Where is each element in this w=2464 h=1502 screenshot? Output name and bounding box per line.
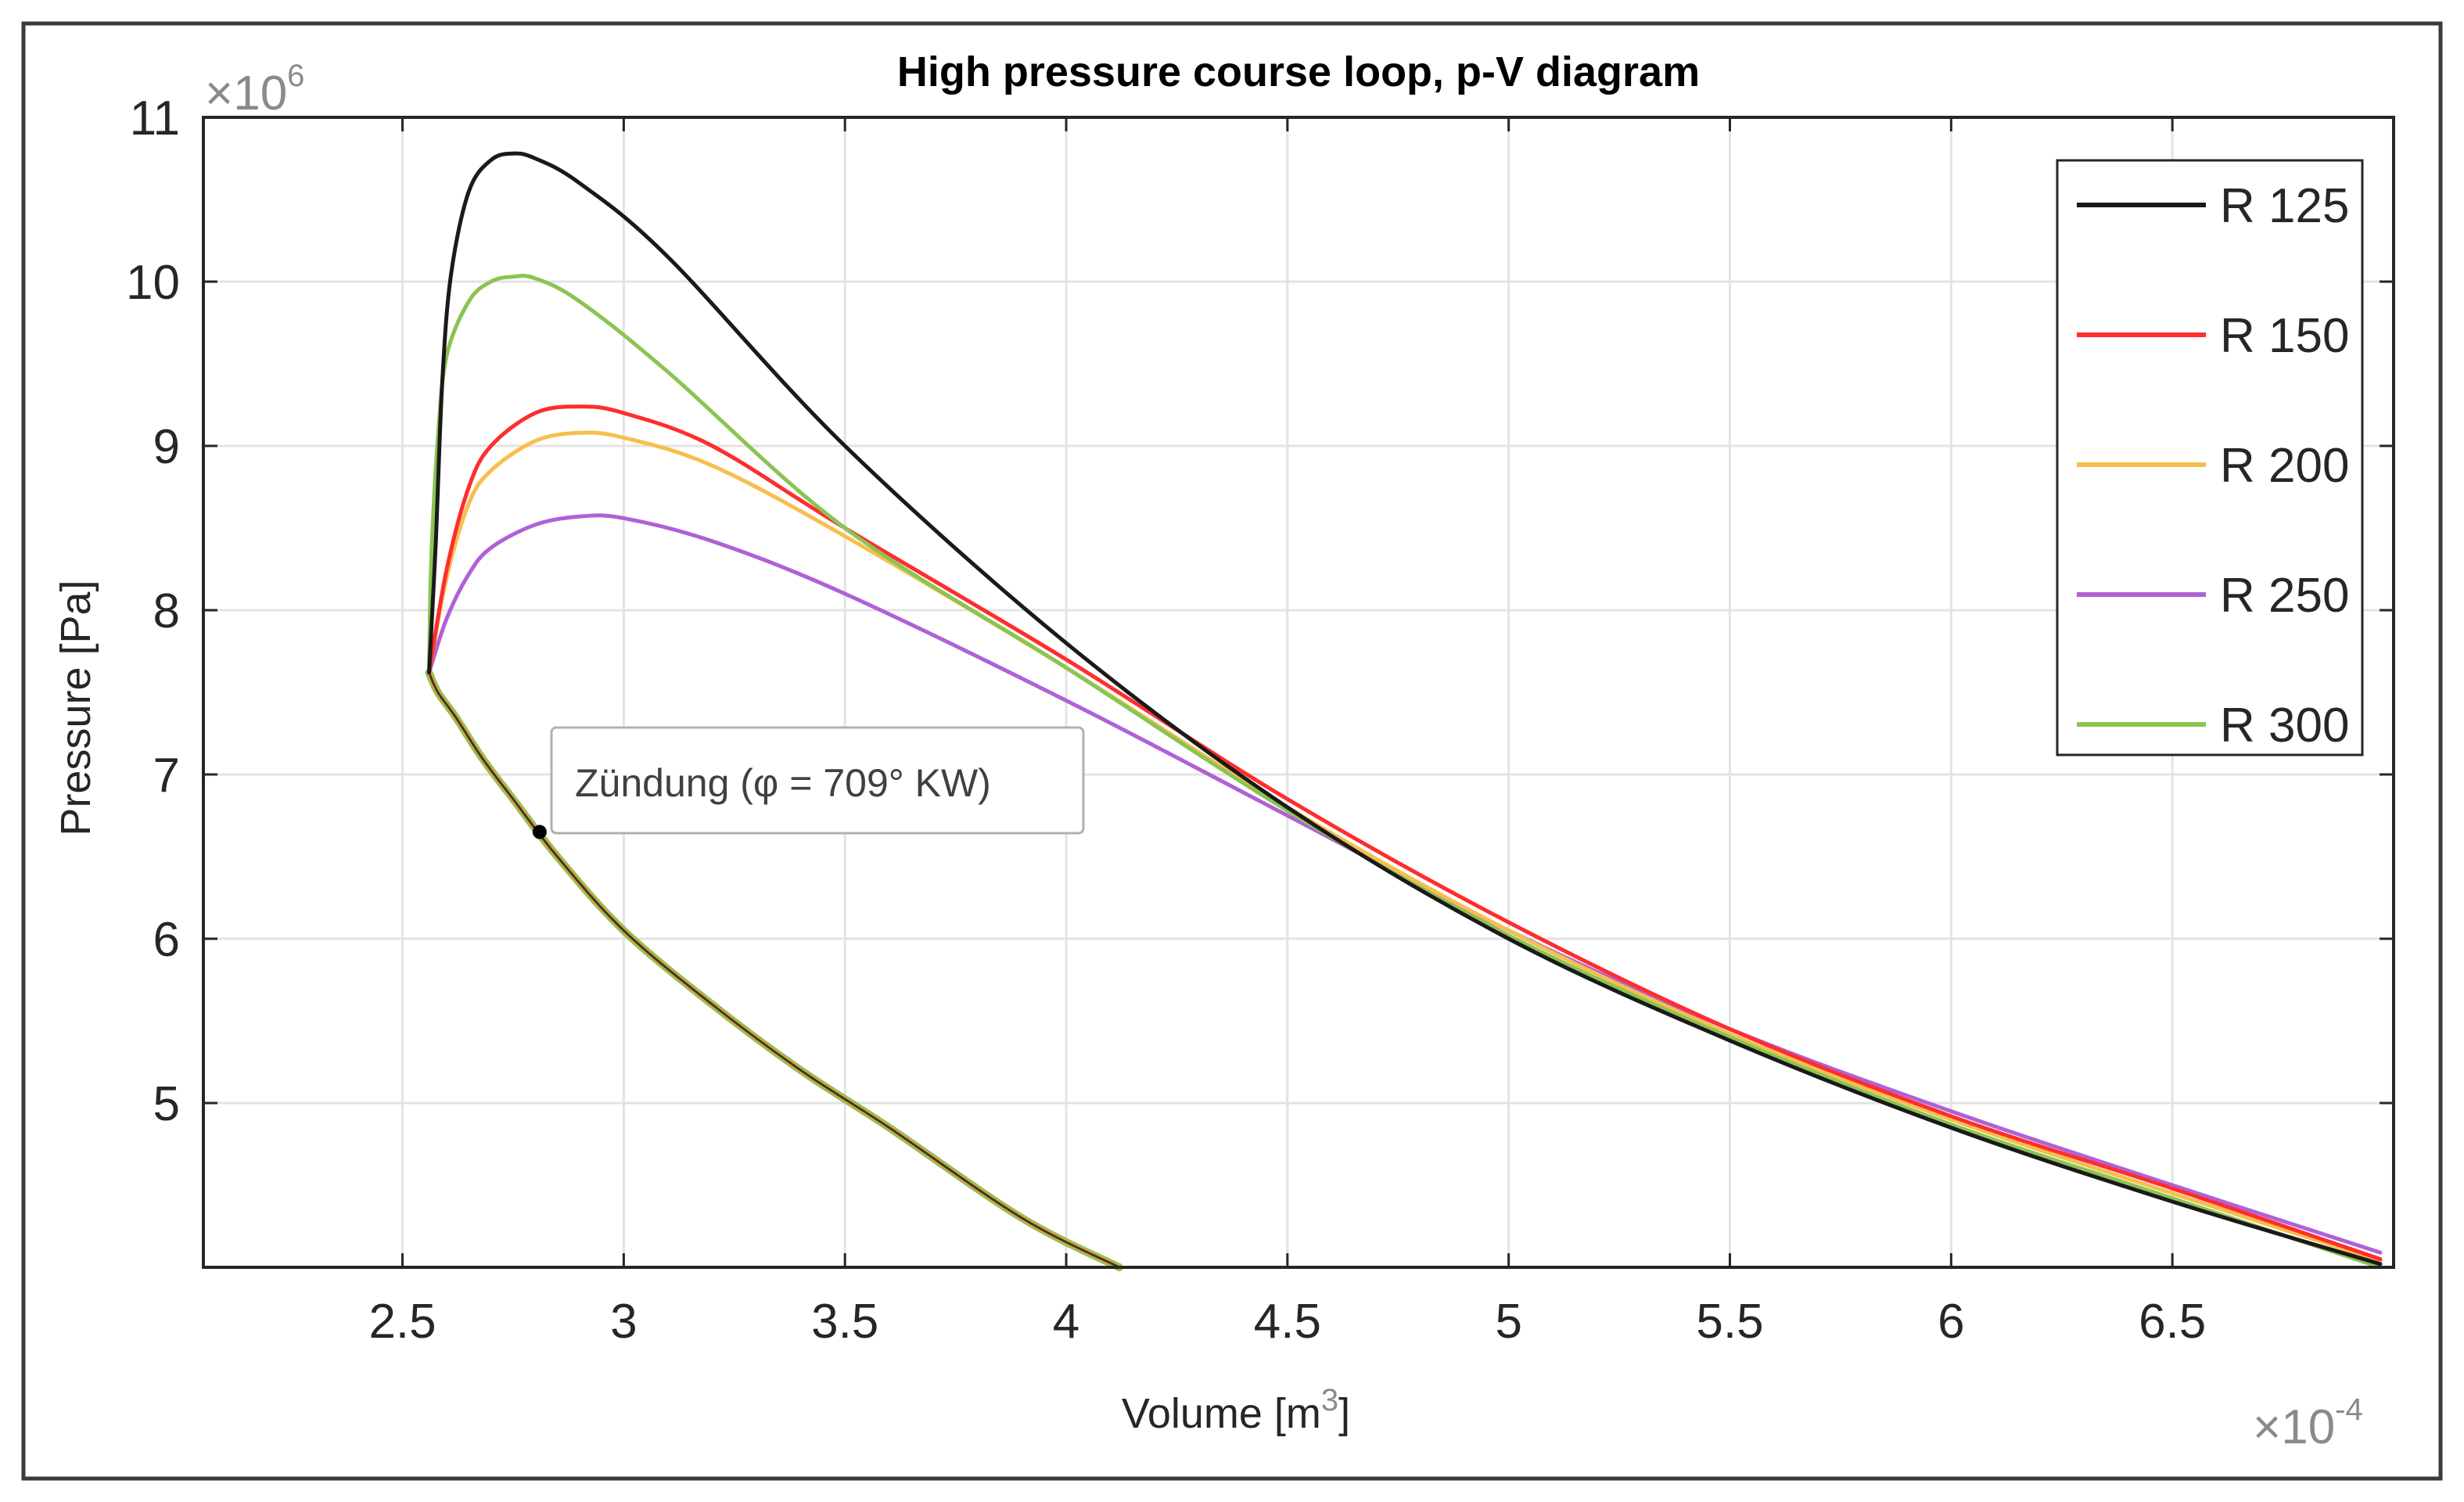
series-line-r-300	[427, 274, 2383, 1270]
x-axis-title: Volume [m3]	[1122, 1383, 1350, 1437]
x-tick-label: 3	[610, 1295, 637, 1349]
annotation-text: Zündung (φ = 709° KW)	[575, 761, 991, 805]
x-tick-label: 4.5	[1254, 1295, 1321, 1349]
y-exponent-label: ×106	[205, 59, 304, 120]
axes-box	[202, 116, 2395, 1269]
series-line-r-125	[427, 151, 2383, 1267]
y-tick-label: 9	[153, 420, 180, 474]
y-tick-label: 5	[153, 1077, 180, 1131]
y-tick-label: 6	[153, 913, 180, 967]
legend-label: R 150	[2220, 309, 2349, 363]
y-tick-label: 11	[130, 92, 180, 146]
legend-label: R 200	[2220, 439, 2349, 493]
annotation: Zündung (φ = 709° KW)	[532, 726, 1085, 839]
annotation-marker	[532, 825, 547, 839]
x-exponent-label: ×10-4	[2253, 1392, 2363, 1454]
series-line-r-250	[427, 513, 2383, 1255]
legend-label: R 125	[2220, 179, 2349, 233]
x-tick-label: 2.5	[368, 1295, 436, 1349]
compression-curve-core	[428, 671, 1121, 1269]
x-tick-label: 4	[1053, 1295, 1079, 1349]
y-axis-title: Pressure [Pa]	[52, 580, 99, 835]
annotation-box	[550, 726, 1085, 835]
ticks: 2.5 3 3.5 4 4.5 5 5.5 6 6.5 5 6 7 8 9 10 11	[126, 92, 2394, 1349]
compression-curve-group	[425, 668, 1123, 1271]
legend-label: R 250	[2220, 569, 2349, 623]
series-line-r-150	[427, 404, 2383, 1261]
legend-label: R 300	[2220, 699, 2349, 753]
y-tick-label: 8	[153, 584, 180, 638]
series-group	[427, 151, 2383, 1270]
chart-title: High pressure course loop, p-V diagram	[897, 49, 1700, 95]
y-tick-label: 7	[153, 749, 180, 803]
legend: R 125 R 150 R 200 R 250 R 300	[2056, 159, 2364, 756]
plot-area	[203, 117, 2394, 1267]
x-tick-label: 5.5	[1696, 1295, 1763, 1349]
legend-box	[2056, 159, 2364, 756]
y-tick-label: 10	[126, 256, 180, 310]
x-tick-label: 5	[1495, 1295, 1521, 1349]
x-tick-label: 3.5	[811, 1295, 878, 1349]
x-tick-label: 6.5	[2139, 1295, 2206, 1349]
x-tick-label: 6	[1938, 1295, 1964, 1349]
